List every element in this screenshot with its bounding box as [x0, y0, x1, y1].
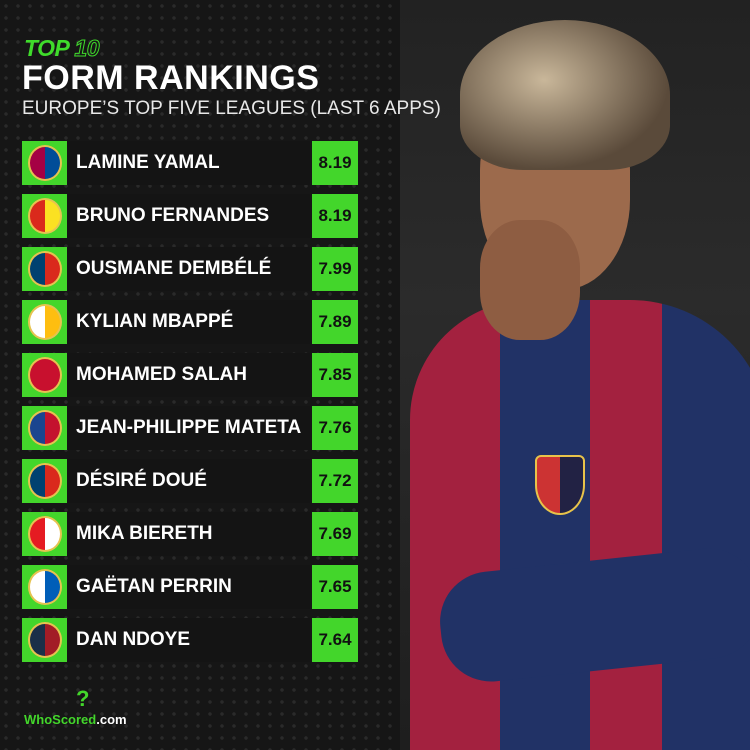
player-name: GAËTAN PERRIN [67, 565, 310, 609]
player-photo [400, 0, 750, 750]
psg-crest-icon [27, 463, 62, 499]
player-rating: 7.76 [312, 406, 358, 450]
real-madrid-crest-icon [27, 304, 62, 340]
player-name: BRUNO FERNANDES [67, 194, 310, 238]
player-rating: 7.72 [312, 459, 358, 503]
jersey [410, 300, 750, 750]
ranking-row: DAN NDOYE 7.64 [22, 618, 358, 662]
player-rating: 7.89 [312, 300, 358, 344]
player-rating: 7.99 [312, 247, 358, 291]
player-rating: 7.65 [312, 565, 358, 609]
player-name: LAMINE YAMAL [67, 141, 310, 185]
player-name: MIKA BIERETH [67, 512, 310, 556]
psg-crest-icon [27, 251, 62, 287]
bologna-crest-icon [27, 622, 62, 658]
club-logo-box [22, 459, 67, 503]
ranking-row: GAËTAN PERRIN 7.65 [22, 565, 358, 609]
player-rating: 7.69 [312, 512, 358, 556]
page-title: FORM RANKINGS [22, 59, 320, 97]
club-logo-box [22, 194, 67, 238]
monaco-crest-icon [27, 516, 62, 552]
ranking-row: DÉSIRÉ DOUÉ 7.72 [22, 459, 358, 503]
crystal-palace-crest-icon [27, 410, 62, 446]
club-logo-box [22, 406, 67, 450]
club-logo-box [22, 565, 67, 609]
hand [480, 220, 580, 340]
player-name: OUSMANE DEMBÉLÉ [67, 247, 310, 291]
whoscored-logo: WhoScored.com [24, 712, 127, 728]
top-number: 10 [74, 35, 100, 61]
player-name: KYLIAN MBAPPÉ [67, 300, 310, 344]
player-name: MOHAMED SALAH [67, 353, 310, 397]
liverpool-crest-icon [27, 357, 62, 393]
club-logo-box [22, 300, 67, 344]
barcelona-crest-icon [27, 145, 62, 181]
player-rating: 7.64 [312, 618, 358, 662]
ranking-row: JEAN-PHILIPPE MATETA 7.76 [22, 406, 358, 450]
brand-name: WhoScored [24, 712, 97, 727]
club-logo-box [22, 512, 67, 556]
hair [460, 20, 670, 170]
ranking-row: LAMINE YAMAL 8.19 [22, 141, 358, 185]
brand-domain: .com [96, 712, 127, 727]
player-name: DÉSIRÉ DOUÉ [67, 459, 310, 503]
player-name: DAN NDOYE [67, 618, 310, 662]
ranking-row: MOHAMED SALAH 7.85 [22, 353, 358, 397]
auxerre-crest-icon [27, 569, 62, 605]
subtitle: EUROPE’S TOP FIVE LEAGUES (LAST 6 APPS) [22, 98, 441, 119]
club-logo-box [22, 618, 67, 662]
ranking-row: BRUNO FERNANDES 8.19 [22, 194, 358, 238]
player-rating: 7.85 [312, 353, 358, 397]
ranking-row: OUSMANE DEMBÉLÉ 7.99 [22, 247, 358, 291]
club-logo-box [22, 353, 67, 397]
whoscored-question-mark-icon: ? [76, 686, 90, 711]
barcelona-crest-icon [535, 455, 585, 515]
club-logo-box [22, 247, 67, 291]
top-label: TOP [24, 35, 69, 61]
top-10-label: TOP 10 [24, 35, 100, 61]
player-rating: 8.19 [312, 194, 358, 238]
player-name: JEAN-PHILIPPE MATETA [67, 406, 310, 450]
manchester-united-crest-icon [27, 198, 62, 234]
club-logo-box [22, 141, 67, 185]
player-rating: 8.19 [312, 141, 358, 185]
ranking-row: KYLIAN MBAPPÉ 7.89 [22, 300, 358, 344]
ranking-row: MIKA BIERETH 7.69 [22, 512, 358, 556]
